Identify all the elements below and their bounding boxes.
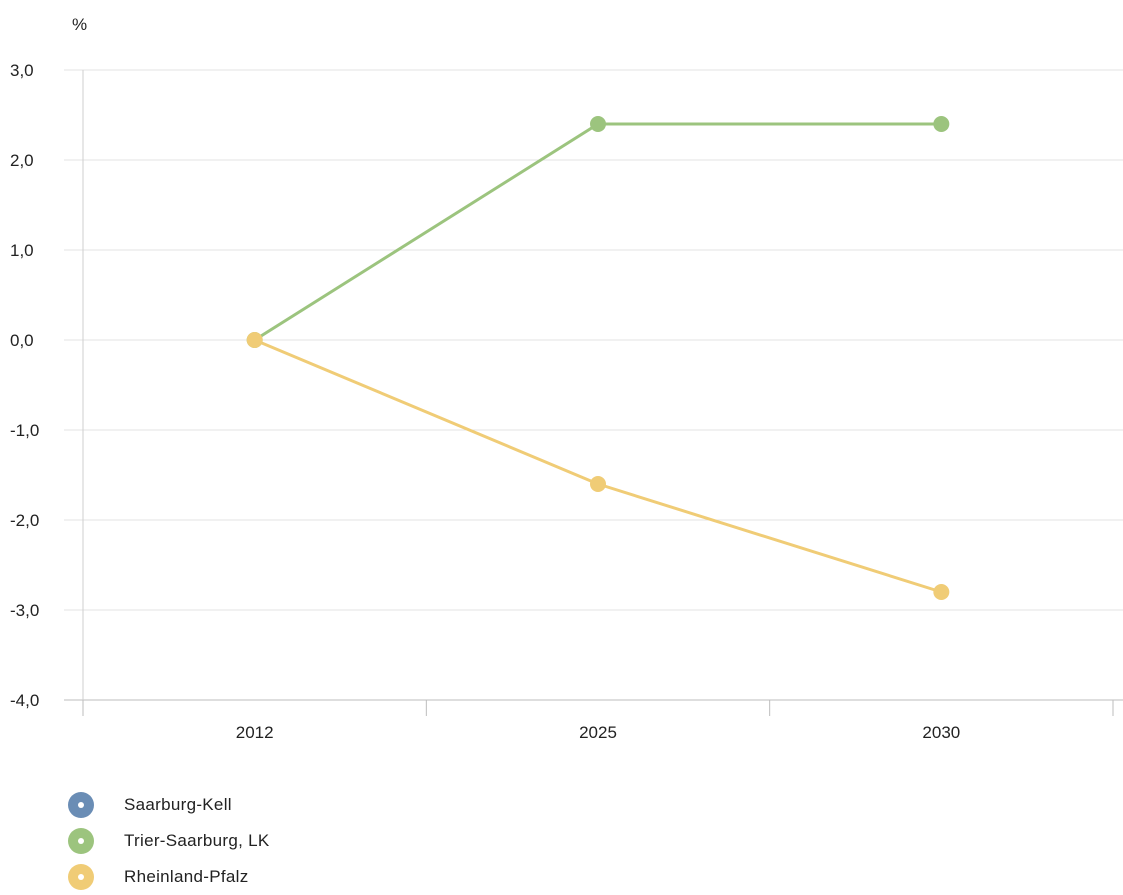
data-point[interactable]: [246, 332, 263, 348]
y-tick-label: 1,0: [10, 241, 34, 260]
legend-item[interactable]: Rheinland-Pfalz: [68, 859, 270, 895]
axes: 3,0 2,0 1,0 0,0 -1,0 -2,0 -3,0 -4,0 2012 2025 2030: [10, 61, 1114, 742]
grid-lines: [64, 69, 1123, 701]
legend-marker-icon: [68, 792, 94, 818]
y-tick-label: 3,0: [10, 61, 34, 80]
y-tick-label: -1,0: [10, 421, 39, 440]
y-tick-label: -2,0: [10, 511, 39, 530]
legend-marker-icon: [68, 864, 94, 890]
series-lines: [253, 122, 943, 594]
legend-label: Rheinland-Pfalz: [124, 867, 249, 886]
data-point[interactable]: [590, 116, 606, 132]
data-points: [246, 116, 950, 600]
legend: Saarburg-Kell Trier-Saarburg, LK Rheinland…: [68, 787, 270, 895]
x-tick-label: 2025: [579, 723, 617, 742]
legend-marker-dot: [78, 838, 84, 844]
legend-label: Saarburg-Kell: [124, 795, 232, 814]
x-tick-label: 2030: [922, 723, 960, 742]
legend-label: Trier-Saarburg, LK: [124, 831, 270, 850]
legend-marker-dot: [78, 802, 84, 808]
series-line: [253, 122, 943, 342]
legend-item[interactable]: Saarburg-Kell: [68, 787, 270, 823]
y-axis-unit-label: %: [72, 15, 87, 34]
data-point[interactable]: [590, 476, 606, 492]
legend-marker-dot: [78, 874, 84, 880]
legend-marker-icon: [68, 828, 94, 854]
y-tick-label: -4,0: [10, 691, 39, 710]
y-tick-label: 0,0: [10, 331, 34, 350]
data-point[interactable]: [933, 584, 950, 600]
series-line: [253, 338, 943, 594]
y-tick-label: -3,0: [10, 601, 39, 620]
legend-item[interactable]: Trier-Saarburg, LK: [68, 823, 270, 859]
x-tick-label: 2012: [236, 723, 274, 742]
y-tick-label: 2,0: [10, 151, 34, 170]
data-point[interactable]: [933, 116, 950, 132]
